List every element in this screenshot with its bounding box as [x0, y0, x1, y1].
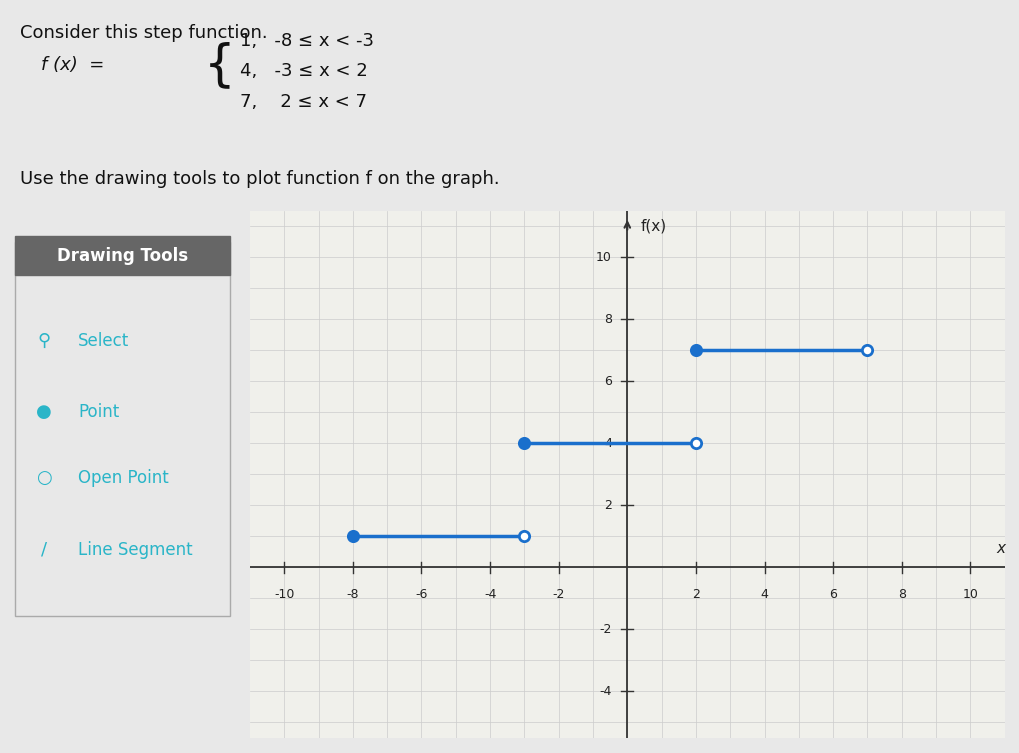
Text: x: x: [996, 541, 1005, 556]
Text: {: {: [204, 41, 235, 89]
Text: -4: -4: [599, 685, 611, 698]
Text: 10: 10: [595, 251, 611, 264]
Text: ●: ●: [36, 403, 52, 421]
Text: -8: -8: [346, 587, 359, 601]
Text: 1,   -8 ≤ x < -3: 1, -8 ≤ x < -3: [239, 32, 373, 50]
Text: 4,   -3 ≤ x < 2: 4, -3 ≤ x < 2: [239, 62, 367, 80]
Text: ⚲: ⚲: [38, 332, 51, 349]
Text: 7,    2 ≤ x < 7: 7, 2 ≤ x < 7: [239, 93, 367, 111]
Text: 4: 4: [760, 587, 767, 601]
Text: -2: -2: [599, 623, 611, 636]
Text: -4: -4: [483, 587, 496, 601]
Point: [516, 437, 532, 450]
Point: [344, 530, 361, 542]
Text: 2: 2: [603, 499, 611, 512]
Text: -10: -10: [274, 587, 294, 601]
Text: Consider this step function.: Consider this step function.: [20, 24, 268, 42]
Text: 8: 8: [897, 587, 905, 601]
Text: Use the drawing tools to plot function f on the graph.: Use the drawing tools to plot function f…: [20, 170, 499, 188]
Text: ○: ○: [36, 469, 52, 487]
Text: f(x): f(x): [640, 219, 666, 234]
Point: [858, 344, 874, 356]
Text: 8: 8: [603, 312, 611, 326]
Text: Point: Point: [78, 403, 119, 421]
Point: [516, 530, 532, 542]
Point: [687, 437, 703, 450]
Text: /: /: [41, 541, 47, 559]
Text: 10: 10: [962, 587, 977, 601]
Text: -2: -2: [552, 587, 565, 601]
Bar: [14, 236, 230, 275]
Text: Open Point: Open Point: [78, 469, 169, 487]
Text: 2: 2: [691, 587, 699, 601]
Text: -6: -6: [415, 587, 427, 601]
FancyBboxPatch shape: [14, 242, 230, 616]
Text: Select: Select: [78, 332, 129, 349]
Text: 4: 4: [603, 437, 611, 450]
Text: 6: 6: [603, 375, 611, 388]
Text: Line Segment: Line Segment: [78, 541, 193, 559]
Text: 6: 6: [828, 587, 837, 601]
Point: [687, 344, 703, 356]
Text: Drawing Tools: Drawing Tools: [57, 246, 187, 264]
Text: f (x)  =: f (x) =: [41, 56, 104, 74]
